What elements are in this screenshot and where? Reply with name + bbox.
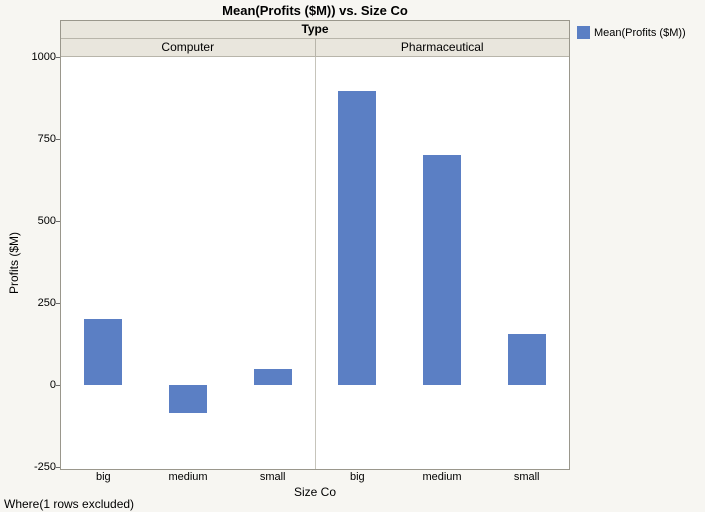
y-axis-ticks: -250 0 250 500 750 1000 [20, 0, 56, 512]
panel-group-labels: Computer Pharmaceutical [61, 39, 569, 57]
x-axis-title: Size Co [293, 485, 337, 499]
chart-frame: Type Computer Pharmaceutical [60, 20, 570, 470]
x-tick-label: small [259, 471, 286, 483]
legend-swatch [577, 26, 590, 39]
plot-area[interactable] [61, 57, 569, 469]
y-tick-label: 0 [49, 379, 56, 391]
panel-label-pharmaceutical: Pharmaceutical [400, 40, 484, 54]
y-tick-mark [56, 385, 60, 386]
y-tick-mark [56, 303, 60, 304]
where-note: Where(1 rows excluded) [4, 497, 135, 511]
bar-pharmaceutical-medium[interactable] [423, 155, 461, 385]
y-tick-label: 750 [37, 133, 56, 145]
bar-computer-medium[interactable] [169, 385, 207, 413]
x-tick-label: big [95, 471, 111, 483]
y-tick-mark [56, 221, 60, 222]
bar-pharmaceutical-small[interactable] [507, 334, 546, 385]
legend-label: Mean(Profits ($M)) [594, 26, 686, 39]
bar-pharmaceutical-big[interactable] [338, 91, 377, 385]
x-tick-label: medium [422, 471, 462, 483]
chart-title: Mean(Profits ($M)) vs. Size Co [222, 3, 408, 18]
y-tick-mark [56, 139, 60, 140]
bar-computer-small[interactable] [253, 368, 292, 385]
bar-computer-big[interactable] [84, 319, 123, 385]
panel-divider [315, 57, 316, 469]
legend-item[interactable]: Mean(Profits ($M)) [577, 26, 686, 39]
x-tick-label: big [349, 471, 365, 483]
y-tick-label: -250 [33, 461, 56, 473]
y-tick-mark [56, 57, 60, 58]
y-axis-title: Profits ($M) [7, 231, 21, 295]
panel-label-computer: Computer [61, 39, 316, 56]
x-tick-label: medium [168, 471, 208, 483]
y-tick-label: 500 [37, 215, 56, 227]
y-tick-label: 1000 [31, 51, 56, 63]
x-tick-label: small [513, 471, 540, 483]
y-tick-label: 250 [37, 297, 56, 309]
x-axis-ticks: big medium small big medium small [61, 470, 569, 485]
panel-header-label: Type [301, 22, 329, 36]
y-tick-mark [56, 467, 60, 468]
panel-header: Type [61, 21, 569, 39]
